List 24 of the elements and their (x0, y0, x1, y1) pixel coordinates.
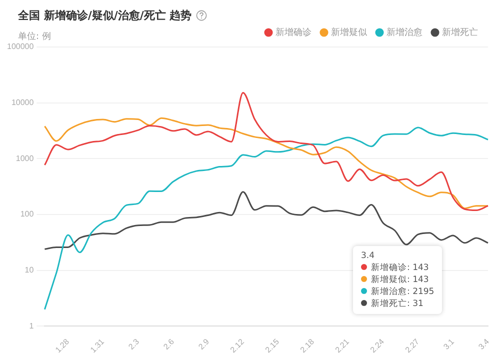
y-tick-label: 1000 (16, 154, 34, 163)
annotation: 新增死亡: 31 (370, 298, 424, 310)
y-tick-label: 1 (29, 321, 34, 330)
x-tick-label: 2.9 (196, 336, 212, 352)
x-tick-label: 3.1 (442, 336, 456, 352)
y-tick-label: 100000 (6, 42, 34, 52)
x-tick-label: 1.31 (88, 336, 106, 355)
annotation: 新增治愈: 2195 (370, 286, 434, 298)
x-tick-label: 2.3 (126, 336, 142, 352)
chart-title: 全国 新增确诊/疑似/治愈/死亡 趋势 (18, 8, 193, 23)
y-tick-label: 100 (20, 210, 34, 219)
annotation: 新增确诊: 143 (370, 262, 430, 274)
y-axis-title: 单位: 例 (18, 30, 51, 43)
x-tick-label: 2.6 (162, 336, 176, 352)
annotation: 新增疑似: 143 (370, 274, 430, 286)
legend-label: 新增死亡 (442, 26, 478, 38)
y-tick-label: 10 (24, 266, 34, 275)
annotation: 3.4 (361, 250, 376, 262)
legend-label: 新增确诊 (276, 26, 312, 38)
x-tick-label: 2.21 (334, 336, 352, 355)
x-tick-label: 3.4 (476, 336, 492, 352)
y-tick-label: 10000 (11, 98, 34, 108)
legend-label: 新增疑似 (331, 26, 367, 38)
legend-label: 新增治愈 (386, 26, 422, 38)
